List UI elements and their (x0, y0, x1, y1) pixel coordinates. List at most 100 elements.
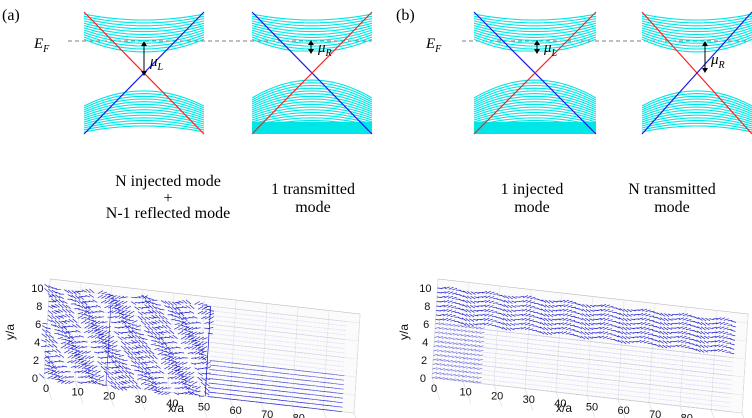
current-arrow (282, 391, 288, 393)
current-arrow (622, 390, 627, 392)
current-arrow (588, 327, 594, 330)
current-arrow (263, 402, 268, 404)
grid-line (260, 402, 267, 418)
current-arrow (77, 381, 83, 385)
current-arrow (626, 322, 632, 326)
current-arrow (730, 338, 735, 341)
current-arrow (534, 361, 539, 364)
current-arrow (603, 396, 608, 399)
current-arrow (81, 309, 87, 313)
current-arrow (320, 381, 326, 383)
current-arrow (248, 400, 253, 402)
current-arrow (512, 350, 518, 352)
current-arrow (301, 388, 307, 390)
current-arrow (437, 354, 442, 357)
annotation-right-line2: mode (295, 199, 331, 216)
current-arrow (639, 360, 644, 362)
current-arrow (459, 347, 465, 350)
current-arrow (481, 360, 487, 362)
current-arrow (128, 319, 134, 322)
current-arrow (336, 378, 341, 381)
current-arrow (127, 334, 133, 339)
current-arrow (78, 358, 84, 360)
current-arrow (80, 300, 87, 304)
current-arrow (443, 299, 450, 303)
current-arrow (599, 322, 606, 325)
current-arrow (712, 391, 717, 393)
current-arrow (294, 383, 300, 385)
current-arrow (447, 309, 453, 313)
current-arrow (275, 381, 281, 383)
current-arrow (537, 362, 543, 364)
current-arrow (691, 357, 697, 359)
current-arrow (280, 372, 285, 374)
current-arrow (692, 339, 698, 342)
current-arrow (65, 308, 71, 314)
current-arrow (680, 344, 687, 348)
current-arrow (438, 336, 444, 339)
current-arrow (512, 345, 518, 348)
current-arrow (562, 392, 567, 394)
current-arrow (198, 336, 204, 341)
current-arrow (151, 321, 157, 324)
current-arrow (518, 313, 524, 316)
current-arrow (651, 402, 657, 404)
current-arrow (682, 326, 688, 330)
current-arrow (554, 337, 560, 339)
current-arrow (638, 364, 644, 366)
valence-band (251, 114, 373, 125)
current-arrow (181, 371, 187, 375)
current-arrow (520, 337, 526, 340)
current-arrow (662, 403, 668, 405)
current-arrow (94, 339, 101, 344)
current-arrow (602, 342, 608, 344)
current-arrow (77, 315, 83, 319)
current-arrow (559, 373, 565, 376)
current-arrow (584, 390, 590, 392)
current-arrow (619, 308, 625, 312)
current-arrow (478, 345, 484, 348)
current-arrow (695, 348, 701, 353)
current-arrow (259, 402, 265, 404)
current-arrow (503, 376, 508, 378)
current-arrow (577, 380, 583, 382)
current-arrow (613, 352, 619, 355)
grid-line (586, 395, 596, 418)
current-arrow (142, 340, 148, 345)
current-arrow (541, 362, 547, 365)
current-arrow (681, 331, 687, 335)
current-arrow (237, 394, 243, 397)
current-arrow (658, 344, 664, 349)
conduction-band (641, 34, 752, 47)
current-arrow (539, 339, 544, 342)
current-arrow (171, 356, 177, 361)
current-arrow (599, 392, 605, 394)
current-arrow (722, 336, 728, 339)
current-arrow (532, 384, 538, 386)
current-arrow (595, 396, 601, 398)
current-arrow (471, 349, 476, 352)
valence-band (251, 93, 373, 109)
current-arrow (117, 375, 123, 379)
current-arrow (703, 353, 708, 356)
current-arrow (704, 390, 710, 392)
current-arrow (547, 318, 553, 322)
current-arrow (662, 335, 668, 340)
current-arrow (510, 377, 516, 379)
current-arrow (128, 325, 134, 330)
current-arrow (720, 317, 726, 321)
current-arrow (607, 383, 613, 386)
current-arrow (188, 341, 194, 345)
current-arrow (154, 347, 160, 351)
current-arrow (122, 359, 128, 362)
current-arrow (718, 335, 725, 339)
current-arrow (627, 372, 632, 374)
current-arrow (726, 397, 732, 399)
current-arrow (514, 377, 520, 380)
current-arrow (338, 406, 343, 408)
current-arrow (566, 323, 572, 326)
current-arrow (181, 325, 188, 328)
current-arrow (615, 375, 621, 377)
current-arrow (486, 338, 492, 340)
